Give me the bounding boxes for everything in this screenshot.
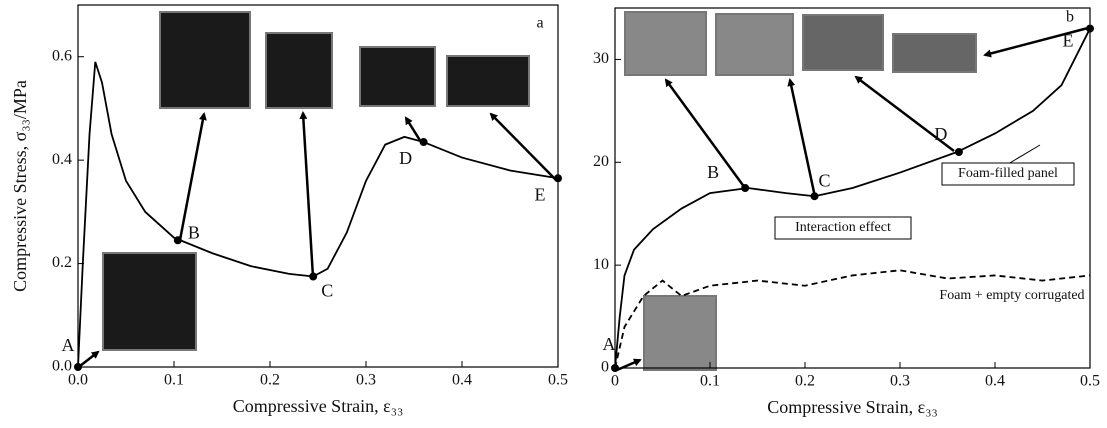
point-marker	[611, 364, 619, 372]
x-tick-label: 0.5	[1080, 373, 1100, 390]
x-tick-label: 0.3	[890, 373, 910, 390]
x-tick-label: 0.1	[700, 373, 720, 390]
point-marker	[173, 236, 182, 245]
arrow	[854, 75, 955, 152]
series-label: Foam + empty corrugated	[939, 288, 1084, 303]
y-tick-label: 30	[593, 50, 609, 67]
inset-image	[715, 13, 794, 76]
x-tick-label: 0.3	[356, 372, 376, 389]
arrow	[299, 111, 315, 278]
point-marker	[1086, 24, 1094, 33]
point-label: E	[535, 184, 546, 204]
point-marker	[954, 148, 963, 156]
inset-image	[159, 11, 251, 109]
arrow	[489, 112, 557, 181]
point-label: B	[188, 222, 200, 242]
plot-frame	[614, 7, 1091, 369]
arrow	[983, 26, 1089, 58]
point-label: D	[399, 148, 412, 168]
data-line	[614, 269, 1091, 369]
annotation: Interaction effect	[795, 220, 891, 235]
point-marker	[74, 363, 82, 371]
x-tick-label: 0.5	[548, 372, 568, 389]
panel-label: a	[536, 15, 543, 32]
inset-image	[802, 14, 884, 71]
inset-image	[102, 252, 197, 351]
inset-image	[892, 33, 977, 73]
arrow	[664, 78, 747, 189]
x-tick-label: 0.0	[68, 372, 88, 389]
data-line	[77, 61, 559, 368]
point-label: E	[1063, 31, 1074, 51]
y-tick-label: 0.0	[52, 358, 72, 375]
point-marker	[419, 138, 428, 147]
x-axis-label: Compressive Strain, ε₃₃	[767, 397, 938, 417]
inset-image	[446, 55, 530, 107]
inset-image	[624, 11, 707, 76]
y-tick-label: 10	[593, 256, 609, 273]
inset-image	[643, 295, 717, 371]
inset-image	[359, 46, 436, 107]
data-line	[614, 28, 1091, 369]
x-tick-label: 0.2	[795, 373, 815, 390]
point-label: A	[62, 335, 75, 355]
y-tick-label: 20	[593, 153, 609, 170]
x-axis-label: Compressive Strain, ε₃₃	[233, 396, 404, 416]
inset-image	[265, 32, 333, 109]
point-marker	[810, 192, 819, 201]
y-tick-label: 0.6	[52, 47, 72, 64]
leader-line	[1007, 144, 1041, 165]
x-tick-label: 0	[611, 373, 619, 390]
plot-frame	[77, 4, 559, 368]
point-label: C	[321, 281, 333, 301]
point-marker	[309, 272, 318, 281]
panel-a-decor	[79, 11, 557, 367]
panel-label: b	[1066, 9, 1074, 26]
point-label: B	[707, 162, 719, 182]
y-tick-label: 0.2	[52, 254, 72, 271]
x-tick-label: 0.1	[164, 372, 184, 389]
x-tick-label: 0.4	[452, 372, 472, 389]
arrow	[787, 78, 817, 198]
point-marker	[554, 174, 562, 183]
point-marker	[741, 184, 750, 192]
series-label: Foam-filled panel	[958, 166, 1058, 181]
panel-b-decor	[616, 11, 1089, 372]
x-tick-label: 0.4	[985, 373, 1005, 390]
y-tick-label: 0	[601, 359, 609, 376]
point-label: D	[934, 124, 947, 144]
y-axis-label: Compressive Stress, σ₃₃/MPa	[10, 80, 30, 292]
arrow	[79, 350, 100, 367]
arrow	[178, 112, 207, 241]
annotation-box	[774, 216, 912, 240]
y-tick-label: 0.4	[52, 151, 72, 168]
point-label: A	[603, 334, 616, 354]
arrow	[404, 116, 423, 143]
x-tick-label: 0.2	[260, 372, 280, 389]
annotation-box	[941, 162, 1075, 186]
point-label: C	[818, 170, 830, 190]
